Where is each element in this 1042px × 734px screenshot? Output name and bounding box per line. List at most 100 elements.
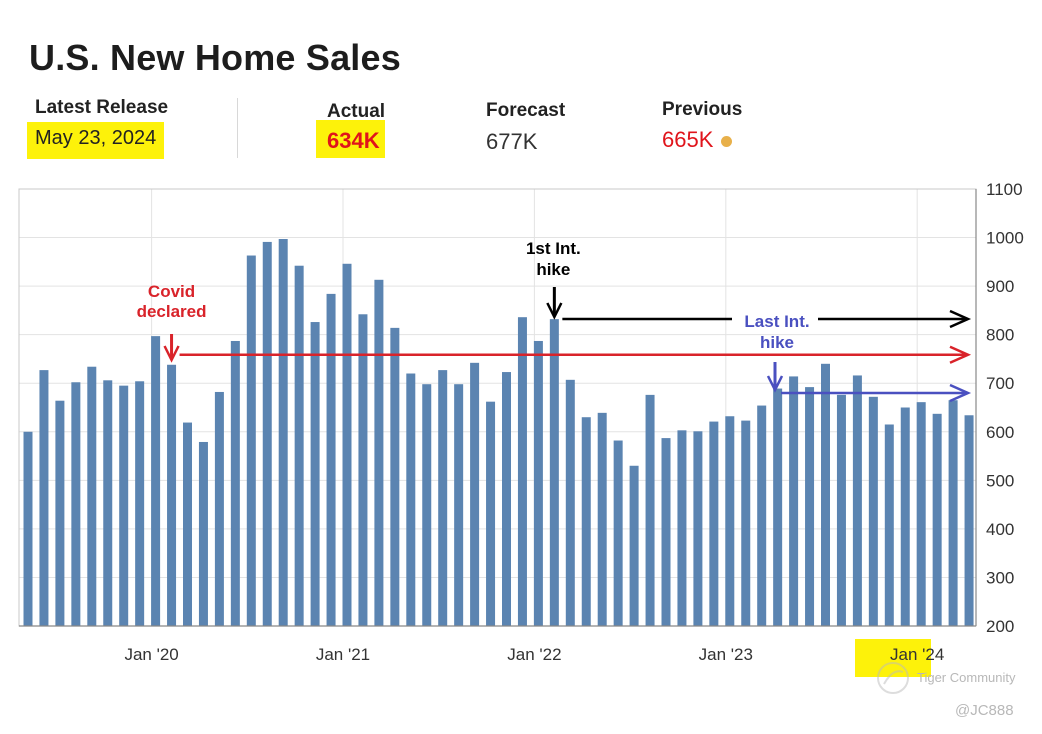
y-tick-label: 800	[986, 326, 1014, 345]
bar	[230, 340, 240, 626]
bar	[374, 279, 384, 626]
bar	[151, 336, 161, 626]
bar	[135, 381, 145, 626]
x-tick-label: Jan '21	[316, 645, 370, 664]
latest-release-label: Latest Release	[35, 97, 169, 118]
bar	[23, 431, 33, 626]
plot-frame	[18, 188, 977, 627]
y-tick-label: 400	[986, 520, 1014, 539]
last-hike-annotation-text: hike	[760, 333, 794, 352]
bar	[406, 373, 416, 626]
bar	[916, 402, 926, 626]
x-tick-label: Jan '24	[890, 645, 944, 664]
bar	[103, 380, 113, 626]
bar	[438, 370, 448, 626]
bar	[533, 340, 543, 626]
bar	[502, 372, 511, 626]
bar	[932, 413, 942, 626]
bar	[214, 391, 224, 626]
bar	[486, 401, 496, 626]
bar	[454, 384, 464, 626]
bar	[677, 430, 687, 626]
y-tick-label: 300	[986, 568, 1014, 587]
watermark-brand: Tiger Community	[917, 670, 1016, 685]
first-hike-down-arrow-head	[546, 302, 563, 320]
bar	[821, 363, 830, 626]
y-tick-label: 200	[986, 617, 1014, 636]
bar	[246, 255, 256, 626]
last-hike-annotation-text: Last Int.	[744, 312, 809, 331]
forecast-label: Forecast	[486, 100, 566, 121]
bar	[119, 385, 129, 626]
bar	[342, 263, 352, 626]
covid-annotation-text: declared	[137, 302, 207, 321]
revision-dot-icon	[721, 135, 733, 147]
first-hike-annotation-text: 1st Int.	[526, 239, 581, 258]
bar	[693, 431, 703, 626]
bar	[71, 382, 81, 626]
previous-value-text: 665K	[662, 127, 714, 152]
jan24-highlight	[855, 639, 931, 677]
bar	[167, 364, 177, 626]
bar	[422, 384, 432, 626]
y-tick-label: 1000	[986, 229, 1024, 248]
previous-label: Previous	[662, 99, 743, 120]
bar	[868, 396, 878, 626]
bar	[549, 319, 559, 626]
forecast-value: 677K	[486, 129, 538, 154]
y-tick-label: 900	[986, 277, 1014, 296]
covid-level-arrow-head	[949, 345, 972, 364]
bar	[900, 407, 910, 626]
bar	[87, 366, 97, 626]
bar	[852, 375, 862, 626]
bar	[709, 421, 719, 626]
latest-release-value: May 23, 2024	[27, 122, 165, 159]
x-tick-labels: Jan '20 Jan '21 Jan '22 Jan '23 Jan '24	[124, 645, 944, 664]
bar-series	[23, 239, 974, 627]
bar	[629, 465, 639, 626]
gridlines	[19, 188, 976, 627]
x-tick-label: Jan '23	[699, 645, 753, 664]
bar	[39, 370, 49, 626]
bar	[581, 417, 591, 626]
x-tick-label: Jan '22	[507, 645, 561, 664]
bar	[198, 441, 208, 626]
bar	[725, 416, 735, 626]
bar	[773, 388, 783, 626]
bar	[948, 400, 958, 626]
bar	[884, 424, 894, 626]
bar	[661, 438, 671, 626]
y-tick-labels: 1100 1000 900 800 700 600 500 400 300 200	[986, 180, 1024, 636]
actual-value: 634K	[316, 120, 385, 158]
bar	[789, 376, 799, 626]
bar	[310, 322, 320, 626]
bar	[645, 394, 655, 626]
bar	[278, 239, 288, 627]
bar	[964, 415, 974, 626]
page-title: U.S. New Home Sales	[29, 37, 401, 78]
covid-annotation-text: Covid	[148, 282, 195, 301]
bar	[805, 387, 815, 626]
y-tick-label: 1100	[986, 180, 1023, 199]
bar	[836, 394, 846, 626]
bar	[55, 400, 65, 626]
bar	[565, 379, 575, 626]
header-divider	[237, 98, 238, 158]
bar	[613, 440, 623, 626]
bar	[326, 293, 336, 626]
watermark-logo-icon	[877, 662, 909, 694]
first-hike-annotation-text: hike	[536, 260, 570, 279]
last-hike-level-arrow-head	[949, 383, 972, 403]
bar	[597, 412, 607, 626]
bar	[262, 241, 272, 627]
y-tick-label: 600	[986, 423, 1014, 442]
y-tick-label: 700	[986, 374, 1014, 393]
bar	[294, 265, 304, 626]
x-tick-label: Jan '20	[124, 645, 178, 664]
bar	[741, 420, 751, 626]
bar	[517, 317, 527, 626]
bar	[390, 327, 400, 626]
covid-down-arrow-head	[163, 345, 180, 363]
